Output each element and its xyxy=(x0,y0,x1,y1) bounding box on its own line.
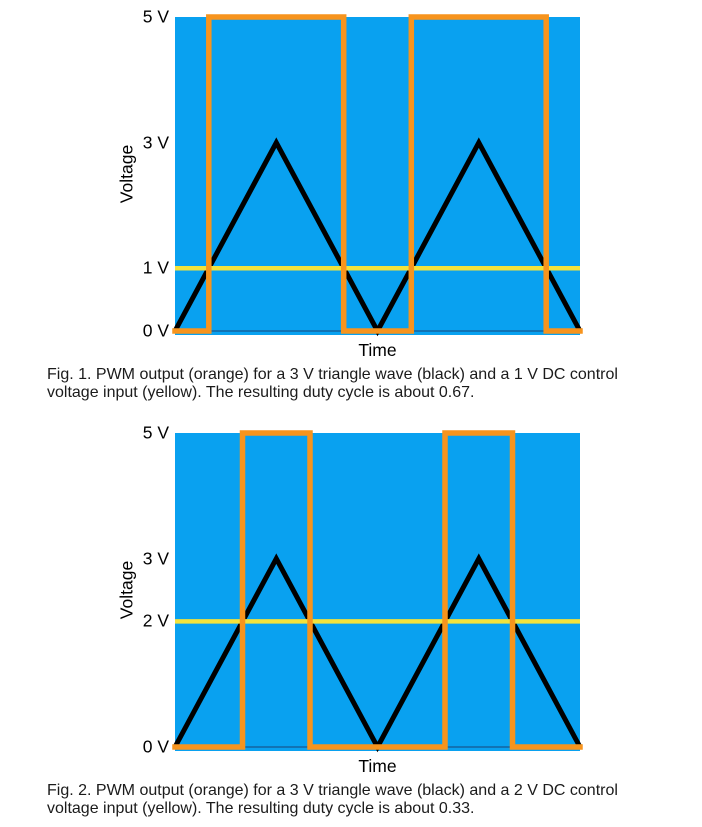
x-axis-title: Time xyxy=(358,756,397,776)
y-tick-label: 1 V xyxy=(142,257,169,278)
plot-area xyxy=(172,14,583,337)
y-tick-labels: 5 V 3 V 1 V 0 V xyxy=(0,7,169,341)
plot-background xyxy=(175,433,580,751)
plot-area xyxy=(172,430,583,753)
y-tick-label: 0 V xyxy=(142,320,169,341)
y-tick-label: 5 V xyxy=(142,422,169,443)
figure-caption: Fig. 2. PWM output (orange) for a 3 V tr… xyxy=(47,782,618,817)
y-tick-label: 3 V xyxy=(142,132,169,153)
x-axis-title: Time xyxy=(358,340,397,360)
pwm-output-line xyxy=(172,430,583,750)
plot-background xyxy=(175,17,580,335)
y-tick-label: 3 V xyxy=(142,548,169,569)
y-tick-label: 5 V xyxy=(142,6,169,27)
y-tick-label: 0 V xyxy=(142,736,169,757)
y-tick-labels: 5 V 3 V 2 V 0 V xyxy=(0,423,169,757)
y-tick-label: 2 V xyxy=(142,610,169,631)
figure-caption: Fig. 1. PWM output (orange) for a 3 V tr… xyxy=(47,366,618,401)
pwm-output-line xyxy=(172,14,583,334)
